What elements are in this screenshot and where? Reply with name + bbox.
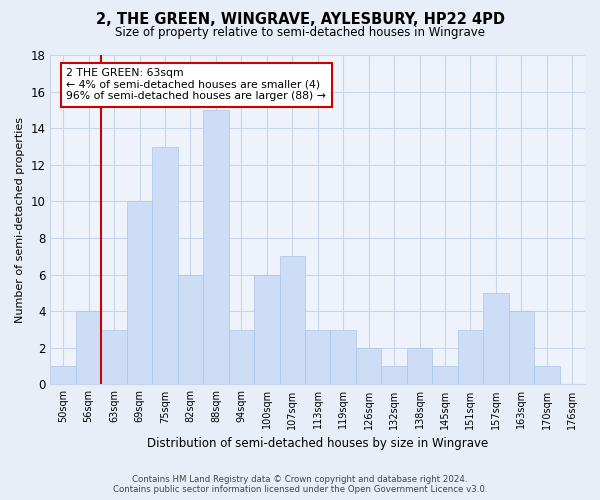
- Bar: [458, 330, 483, 384]
- Bar: [407, 348, 432, 385]
- Bar: [305, 330, 331, 384]
- Bar: [356, 348, 382, 385]
- Bar: [229, 330, 254, 384]
- Bar: [280, 256, 305, 384]
- Bar: [152, 146, 178, 384]
- Bar: [483, 293, 509, 384]
- Bar: [203, 110, 229, 384]
- Text: 2, THE GREEN, WINGRAVE, AYLESBURY, HP22 4PD: 2, THE GREEN, WINGRAVE, AYLESBURY, HP22 …: [95, 12, 505, 28]
- Text: 2 THE GREEN: 63sqm
← 4% of semi-detached houses are smaller (4)
96% of semi-deta: 2 THE GREEN: 63sqm ← 4% of semi-detached…: [67, 68, 326, 102]
- Bar: [127, 202, 152, 384]
- Text: Size of property relative to semi-detached houses in Wingrave: Size of property relative to semi-detach…: [115, 26, 485, 39]
- Bar: [509, 311, 534, 384]
- Y-axis label: Number of semi-detached properties: Number of semi-detached properties: [15, 116, 25, 322]
- Bar: [50, 366, 76, 384]
- Text: Contains HM Land Registry data © Crown copyright and database right 2024.
Contai: Contains HM Land Registry data © Crown c…: [113, 474, 487, 494]
- Bar: [101, 330, 127, 384]
- X-axis label: Distribution of semi-detached houses by size in Wingrave: Distribution of semi-detached houses by …: [147, 437, 488, 450]
- Bar: [534, 366, 560, 384]
- Bar: [331, 330, 356, 384]
- Bar: [432, 366, 458, 384]
- Bar: [178, 274, 203, 384]
- Bar: [254, 274, 280, 384]
- Bar: [382, 366, 407, 384]
- Bar: [76, 311, 101, 384]
